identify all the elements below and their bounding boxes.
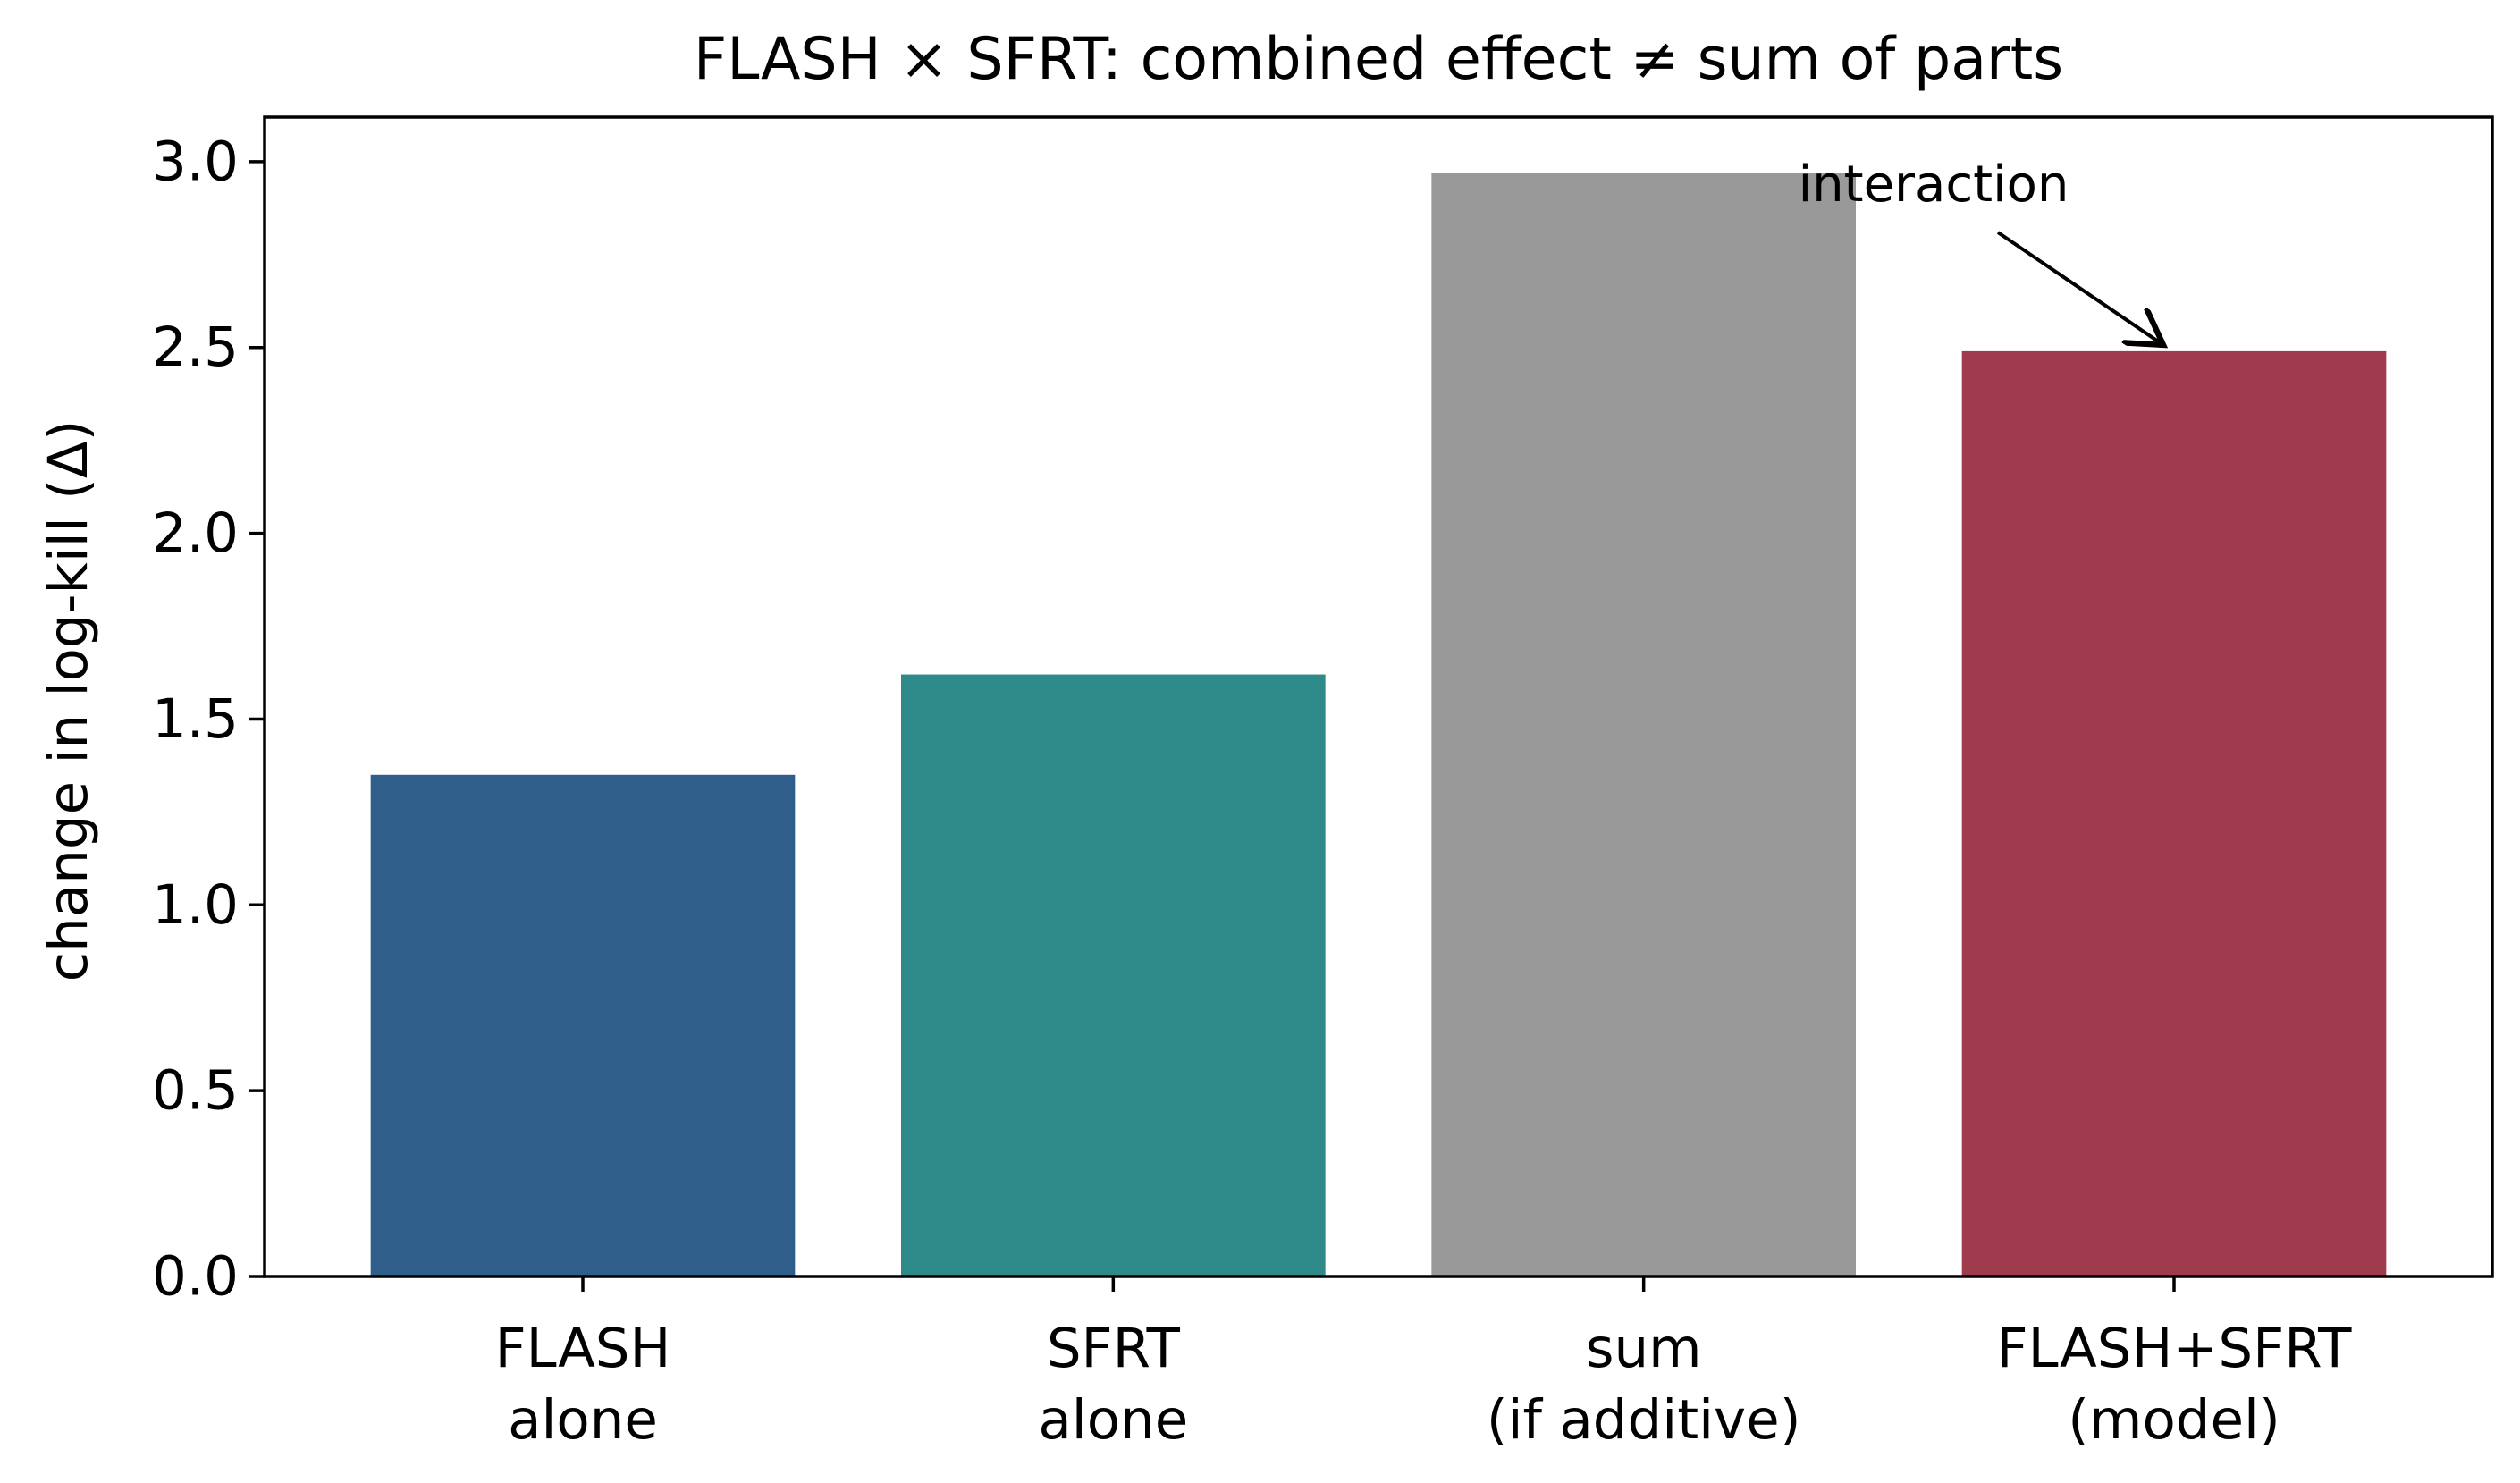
x-tick-label-line2: (model) (2068, 1388, 2280, 1452)
bar-3 (1961, 350, 2387, 1277)
annotation-layer: interaction (1799, 156, 2163, 345)
y-tick-label: 0.0 (152, 1245, 239, 1309)
x-tick-label-line1: FLASH+SFRT (1997, 1317, 2353, 1380)
annotation-label: interaction (1799, 156, 2069, 214)
x-tick-label-line1: sum (1586, 1317, 1702, 1380)
y-axis-label: change in log-kill (Δ) (37, 420, 100, 982)
chart-title: FLASH × SFRT: combined effect ≠ sum of p… (694, 26, 2063, 93)
x-tick-label-line1: SFRT (1047, 1317, 1181, 1380)
y-tick-label: 3.0 (152, 130, 239, 193)
y-tick-label: 1.0 (152, 873, 239, 937)
bars-layer (370, 173, 2387, 1277)
x-tick-label-line1: FLASH (495, 1317, 671, 1380)
y-tick-label: 1.5 (152, 687, 239, 751)
bar-0 (370, 774, 796, 1277)
y-tick-label: 2.5 (152, 316, 239, 379)
y-tick-label: 0.5 (152, 1059, 239, 1123)
annotation-arrow (1996, 231, 2163, 345)
x-tick-label-line2: alone (1038, 1388, 1188, 1452)
bar-2 (1431, 173, 1856, 1277)
bar-1 (901, 674, 1326, 1277)
x-tick-label-line2: (if additive) (1487, 1388, 1801, 1452)
x-tick-label-line2: alone (508, 1388, 658, 1452)
plot-frame (263, 115, 2494, 1278)
y-tick-label: 2.0 (152, 501, 239, 565)
axis-ticks: 0.0 0.5 1.0 1.5 2.0 2.5 3.0 FLASH alone SFRT alone… (152, 130, 2352, 1452)
